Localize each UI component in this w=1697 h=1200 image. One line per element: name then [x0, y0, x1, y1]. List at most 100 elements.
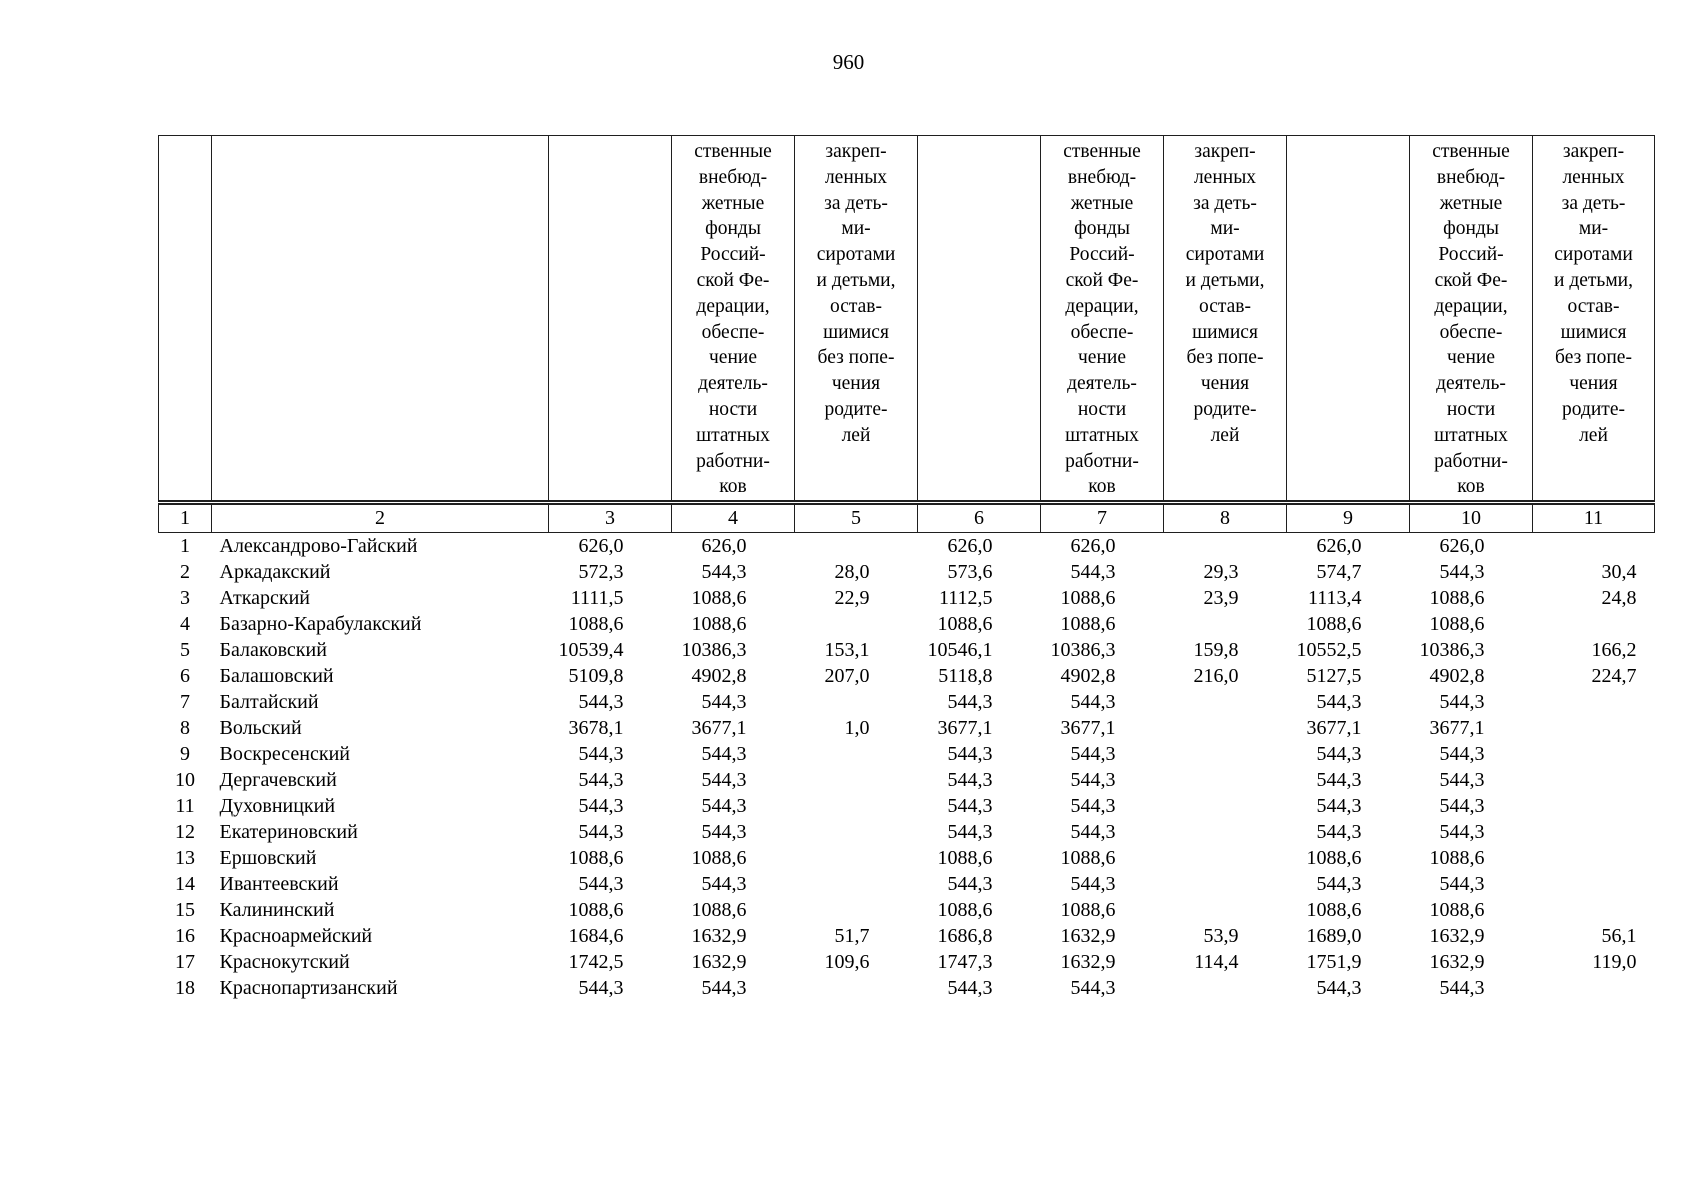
value-cell: 544,3 [578, 690, 624, 713]
table-row: 18 Краснопартизанский 544,3 544,3 544,3 … [159, 975, 1655, 1001]
district-name: Аткарский [219, 586, 310, 609]
value-cell: 544,3 [1316, 820, 1362, 843]
row-number: 17 [175, 950, 195, 973]
table-row: 14 Ивантеевский 544,3 544,3 544,3 544,3 … [159, 871, 1655, 897]
value-cell: 544,3 [701, 794, 747, 817]
value-cell [795, 741, 918, 767]
value-cell: 626,0 [1070, 534, 1116, 557]
value-cell: 24,8 [1601, 586, 1637, 609]
value-cell: 544,3 [947, 820, 993, 843]
value-cell: 53,9 [1203, 924, 1239, 947]
value-cell: 1088,6 [1306, 612, 1362, 635]
district-name: Александрово-Гайский [219, 534, 418, 557]
value-cell [795, 611, 918, 637]
value-cell: 1751,9 [1306, 950, 1362, 973]
value-cell: 544,3 [1316, 742, 1362, 765]
value-cell: 544,3 [1439, 742, 1485, 765]
value-cell: 10546,1 [927, 638, 993, 661]
value-cell [795, 689, 918, 715]
value-cell: 5118,8 [938, 664, 993, 687]
value-cell: 544,3 [947, 690, 993, 713]
value-cell: 1088,6 [691, 846, 747, 869]
value-cell: 216,0 [1193, 664, 1239, 687]
value-cell [1164, 689, 1287, 715]
value-cell: 544,3 [1070, 690, 1116, 713]
value-cell: 544,3 [1070, 872, 1116, 895]
header-fund-text: ственные внебюд- жетные фонды Россий- ск… [1063, 141, 1141, 498]
district-name: Духовницкий [219, 794, 336, 817]
header-cell-empty-3 [548, 134, 672, 506]
table-row: 17 Краснокутский 1742,5 1632,9 109,6 174… [159, 949, 1655, 975]
value-cell: 1,0 [844, 716, 870, 739]
value-cell [1164, 715, 1287, 741]
value-cell: 1088,6 [1060, 898, 1116, 921]
value-cell: 1684,6 [568, 924, 624, 947]
district-name: Вольский [219, 716, 302, 739]
district-name: Краснокутский [219, 950, 350, 973]
value-cell: 1632,9 [1429, 950, 1485, 973]
table-row: 4 Базарно-Карабулакский 1088,6 1088,6 10… [159, 611, 1655, 637]
column-number-cell: 11 [1532, 502, 1655, 534]
value-cell: 109,6 [824, 950, 870, 973]
table-row: 10 Дергачевский 544,3 544,3 544,3 544,3 … [159, 767, 1655, 793]
value-cell: 544,3 [701, 976, 747, 999]
value-cell [1533, 845, 1655, 871]
value-cell: 5127,5 [1306, 664, 1362, 687]
value-cell: 544,3 [1316, 768, 1362, 791]
value-cell: 626,0 [578, 534, 624, 557]
district-name: Красноармейский [219, 924, 373, 947]
value-cell [1533, 871, 1655, 897]
header-custody-text: закреп- ленных за деть- ми- сиротами и д… [1185, 141, 1265, 446]
value-cell: 114,4 [1194, 950, 1239, 973]
value-cell: 544,3 [578, 742, 624, 765]
value-cell: 1088,6 [1306, 846, 1362, 869]
value-cell: 544,3 [1316, 976, 1362, 999]
value-cell: 544,3 [578, 820, 624, 843]
value-cell: 1088,6 [691, 586, 747, 609]
district-name: Ершовский [219, 846, 317, 869]
header-cell-custody-1: закреп- ленных за деть- ми- сиротами и д… [794, 134, 918, 506]
value-cell [1533, 533, 1655, 560]
value-cell: 10539,4 [558, 638, 624, 661]
district-name: Аркадакский [219, 560, 331, 583]
value-cell: 1742,5 [568, 950, 624, 973]
value-cell: 10386,3 [1419, 638, 1485, 661]
value-cell: 4902,8 [1060, 664, 1116, 687]
value-cell: 29,3 [1203, 560, 1239, 583]
value-cell: 3677,1 [1306, 716, 1362, 739]
value-cell [795, 767, 918, 793]
value-cell: 1088,6 [1060, 586, 1116, 609]
value-cell: 4902,8 [691, 664, 747, 687]
header-fund-text: ственные внебюд- жетные фонды Россий- ск… [694, 141, 772, 498]
value-cell: 544,3 [1439, 976, 1485, 999]
value-cell [1533, 741, 1655, 767]
table-row: 12 Екатериновский 544,3 544,3 544,3 544,… [159, 819, 1655, 845]
value-cell: 5109,8 [568, 664, 624, 687]
district-name: Балтайский [219, 690, 319, 713]
column-number-cell: 8 [1163, 502, 1287, 534]
value-cell: 544,3 [701, 742, 747, 765]
value-cell: 28,0 [834, 560, 870, 583]
value-cell: 3677,1 [1429, 716, 1485, 739]
value-cell [1533, 715, 1655, 741]
value-cell: 544,3 [701, 820, 747, 843]
column-number-cell: 7 [1040, 502, 1164, 534]
table-row: 5 Балаковский 10539,4 10386,3 153,1 1054… [159, 637, 1655, 663]
value-cell: 1088,6 [568, 898, 624, 921]
header-cell-empty-6 [917, 134, 1041, 506]
value-cell: 1088,6 [1306, 898, 1362, 921]
table-row: 11 Духовницкий 544,3 544,3 544,3 544,3 5… [159, 793, 1655, 819]
value-cell: 544,3 [578, 976, 624, 999]
page-number: 960 [832, 50, 865, 74]
value-cell: 166,2 [1591, 638, 1637, 661]
value-cell: 544,3 [1070, 560, 1116, 583]
district-name: Воскресенский [219, 742, 351, 765]
row-number: 5 [180, 638, 190, 661]
value-cell: 1111,5 [570, 586, 624, 609]
row-number: 6 [180, 664, 190, 687]
value-cell: 4902,8 [1429, 664, 1485, 687]
value-cell: 23,9 [1203, 586, 1239, 609]
table-header-row: ственные внебюд- жетные фонды Россий- ск… [158, 134, 1655, 506]
value-cell: 1088,6 [937, 612, 993, 635]
table-row: 8 Вольский 3678,1 3677,1 1,0 3677,1 3677… [159, 715, 1655, 741]
